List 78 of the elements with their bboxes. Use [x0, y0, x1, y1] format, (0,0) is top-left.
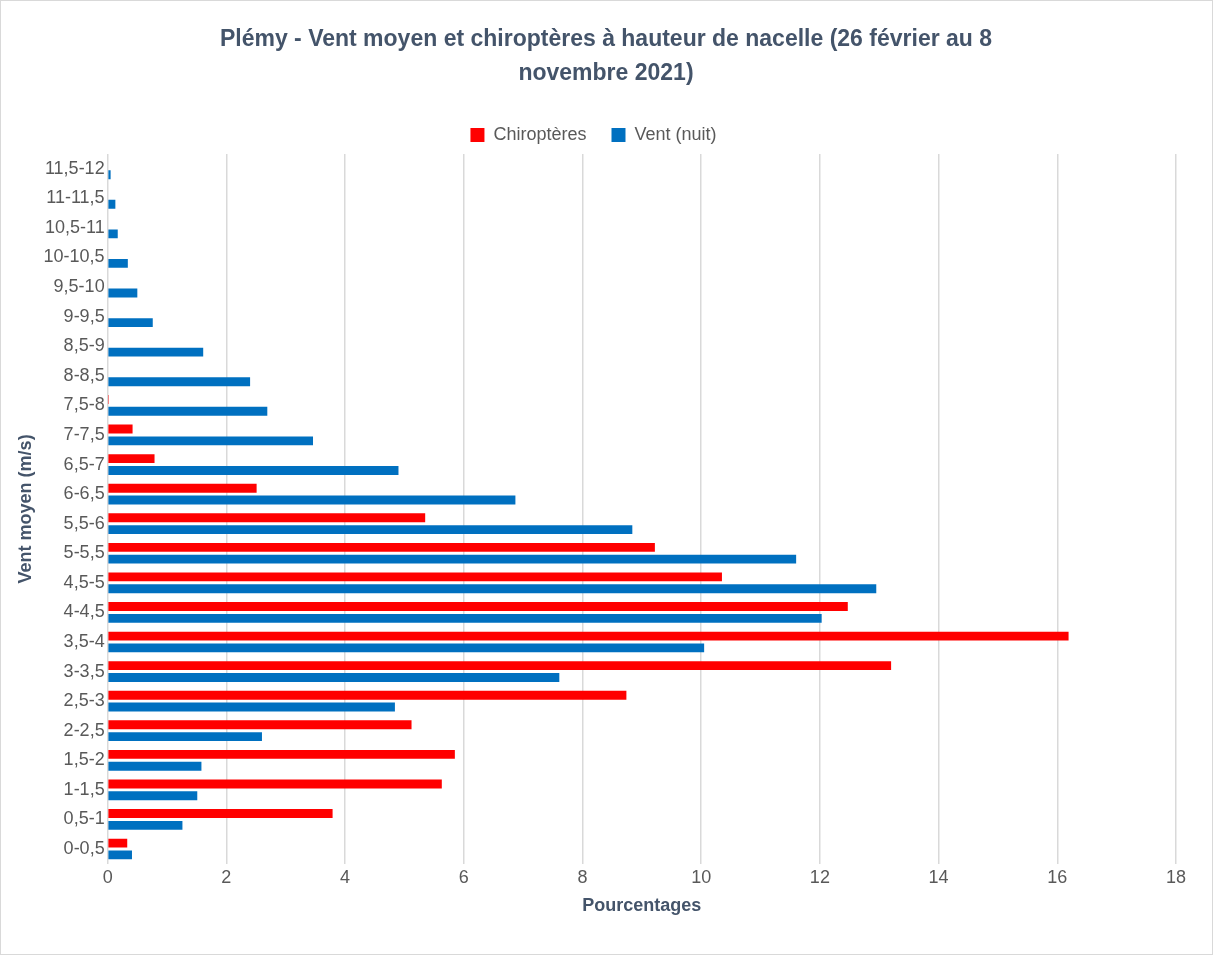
bar — [108, 820, 183, 830]
bar — [108, 377, 251, 387]
bar — [108, 542, 655, 552]
bar — [108, 584, 877, 594]
bar — [108, 229, 118, 239]
bar — [108, 483, 257, 493]
y-tick-label: 5-5,5 — [63, 542, 105, 563]
y-tick-label: 9,5-10 — [53, 276, 105, 297]
x-tick-label: 18 — [1165, 866, 1187, 887]
chart-title: Plémy - Vent moyen et chiroptères à hauteur de nacelle (26 février au 8 novembre 2021) — [218, 24, 994, 87]
y-tick-label: 5,5-6 — [63, 512, 105, 533]
bar — [108, 643, 705, 653]
y-tick-label: 6,5-7 — [63, 453, 105, 474]
bar — [108, 572, 722, 582]
x-tick-label: 2 — [221, 866, 232, 887]
y-tick-label: 9-9,5 — [63, 305, 105, 326]
y-tick-label: 2-2,5 — [63, 719, 105, 740]
bar — [108, 406, 268, 416]
bar — [108, 318, 153, 328]
bar — [108, 850, 132, 860]
bar — [108, 690, 627, 700]
y-axis-title: Vent moyen (m/s) — [14, 434, 35, 584]
legend-label: Chiroptères — [493, 123, 587, 144]
bar — [108, 809, 333, 818]
bar — [108, 495, 516, 505]
bar — [108, 513, 426, 523]
bar — [108, 199, 116, 209]
y-tick-label: 10-10,5 — [43, 246, 105, 267]
y-tick-label: 7,5-8 — [63, 394, 105, 415]
bar — [108, 288, 138, 298]
bar — [108, 838, 128, 848]
y-tick-label: 2,5-3 — [63, 690, 105, 711]
x-tick-label: 6 — [458, 866, 469, 887]
y-tick-label: 1,5-2 — [63, 749, 105, 770]
x-tick-label: 0 — [102, 866, 113, 887]
y-tick-label: 11-11,5 — [46, 187, 105, 208]
y-tick-label: 1-1,5 — [63, 778, 105, 799]
y-tick-label: 4-4,5 — [63, 601, 105, 622]
bar — [108, 613, 822, 623]
x-tick-label: 12 — [809, 866, 830, 887]
bar — [108, 631, 1069, 641]
bar — [108, 436, 314, 446]
bar — [108, 466, 399, 475]
bar — [108, 720, 412, 730]
bar — [108, 347, 204, 357]
x-tick-label: 14 — [928, 866, 949, 887]
x-axis-title: Pourcentages — [582, 895, 702, 916]
x-tick-label: 4 — [340, 866, 351, 887]
bar — [108, 258, 128, 268]
bar — [108, 761, 202, 771]
y-tick-label: 8,5-9 — [63, 335, 105, 356]
bar — [108, 602, 848, 611]
bar — [108, 454, 155, 464]
bar — [108, 661, 892, 671]
bar — [108, 554, 797, 564]
x-tick-label: 10 — [691, 866, 712, 887]
bar — [108, 732, 262, 742]
y-tick-label: 11,5-12 — [44, 157, 105, 178]
y-tick-label: 0,5-1 — [63, 808, 105, 829]
y-tick-label: 6-6,5 — [63, 483, 105, 504]
y-tick-label: 7-7,5 — [63, 423, 105, 444]
legend-label: Vent (nuit) — [634, 123, 717, 144]
x-tick-label: 8 — [577, 866, 588, 887]
y-tick-label: 0-0,5 — [63, 837, 105, 858]
bar — [108, 673, 560, 682]
bar — [108, 702, 395, 712]
bar — [108, 424, 133, 434]
y-tick-label: 8-8,5 — [63, 364, 105, 385]
x-tick-label: 16 — [1047, 866, 1068, 887]
y-tick-label: 4,5-5 — [63, 571, 105, 592]
y-tick-label: 3-3,5 — [63, 660, 105, 681]
y-tick-label: 10,5-11 — [44, 216, 105, 237]
bar — [108, 779, 442, 789]
bar — [108, 170, 111, 180]
y-tick-label: 3,5-4 — [63, 630, 105, 651]
bar — [108, 525, 633, 535]
bar — [108, 791, 198, 801]
bar — [108, 749, 455, 759]
